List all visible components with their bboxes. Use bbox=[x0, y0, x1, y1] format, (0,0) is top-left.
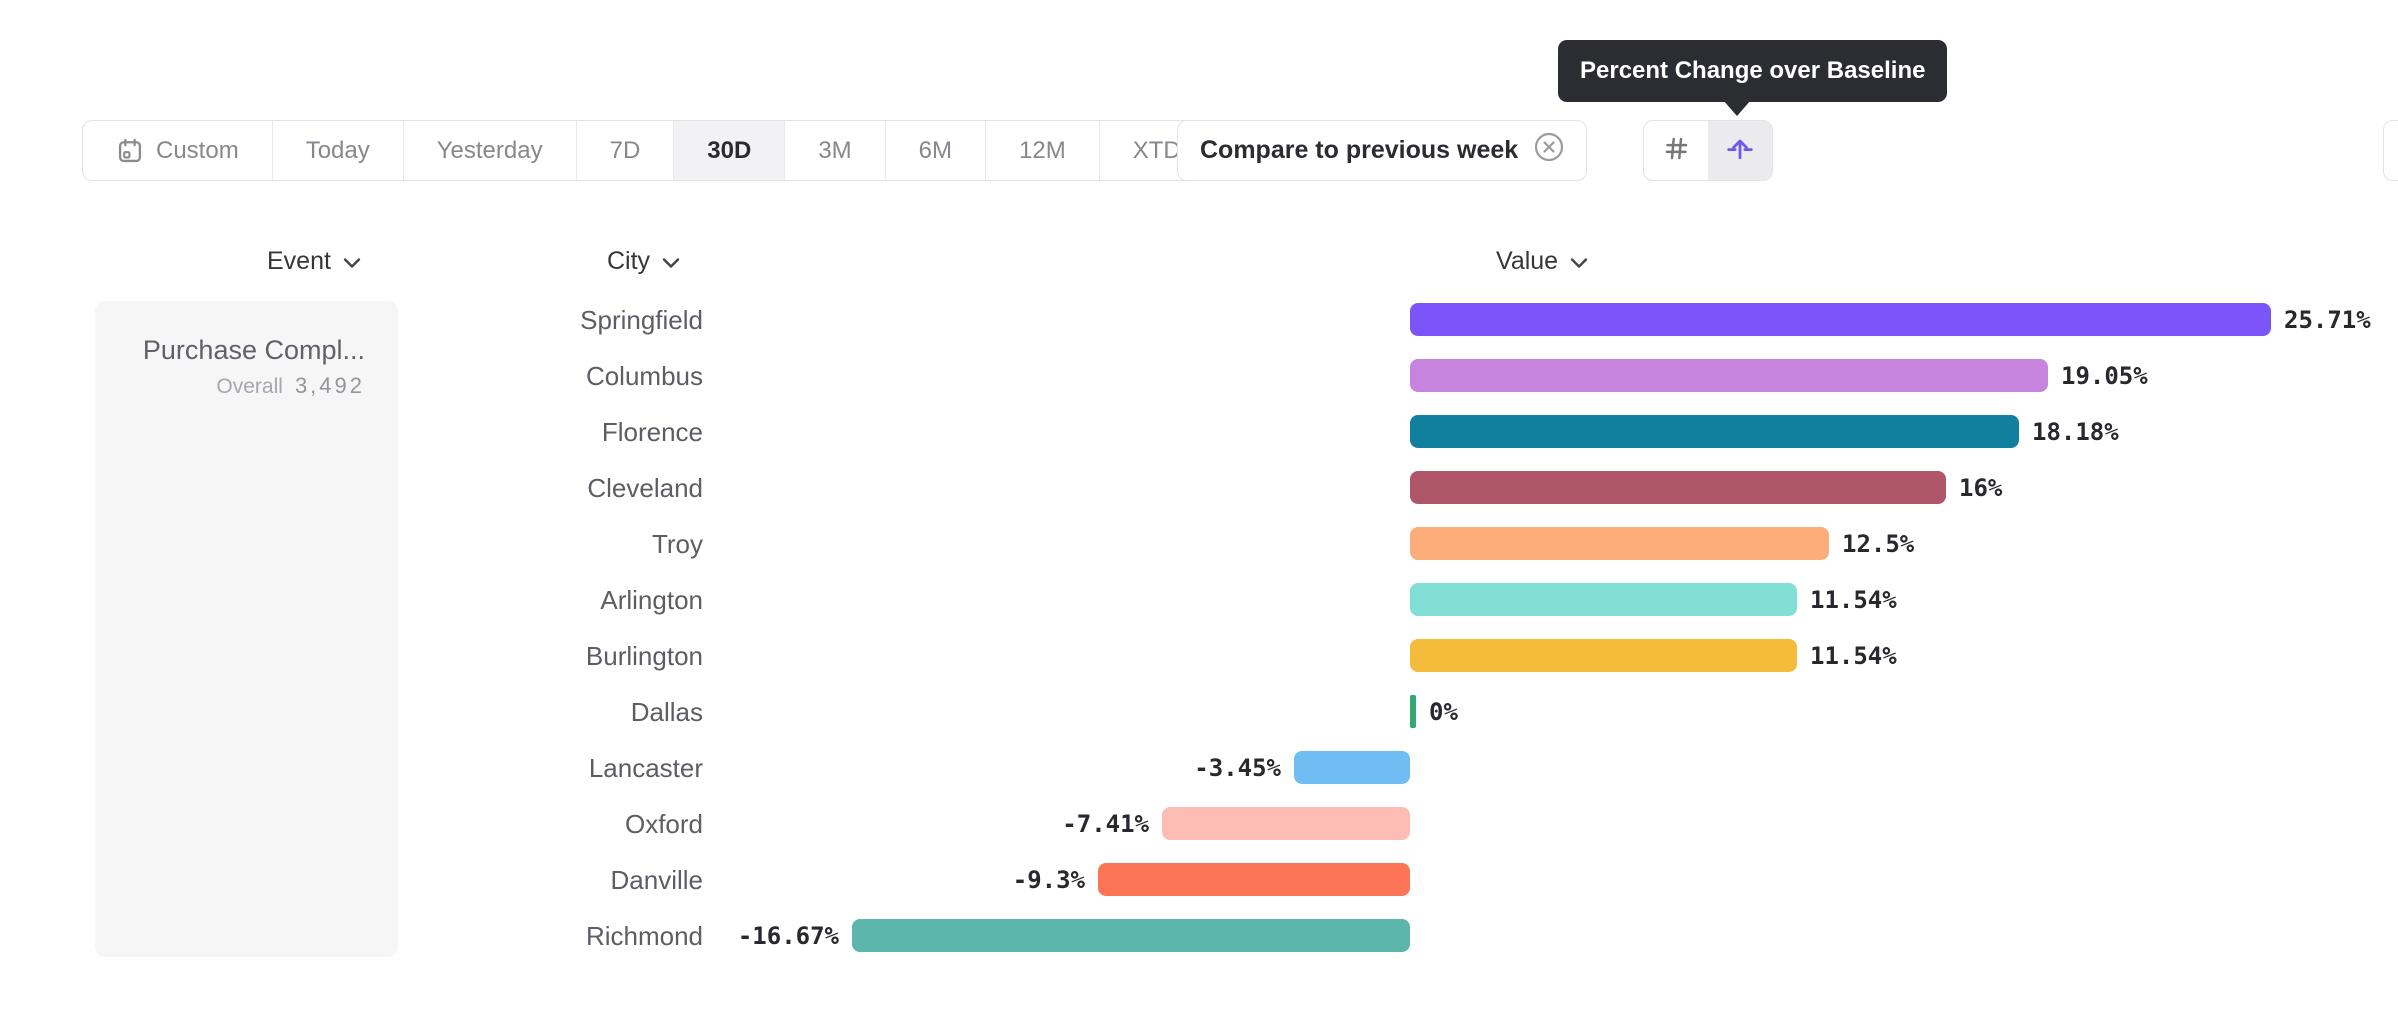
date-range-yesterday[interactable]: Yesterday bbox=[402, 121, 576, 180]
bar-danville[interactable] bbox=[1098, 863, 1410, 896]
event-title: Purchase Compl... bbox=[142, 335, 365, 365]
city-label: Lancaster bbox=[588, 753, 703, 783]
date-range-label: 7D bbox=[609, 136, 641, 164]
date-range-label: 12M bbox=[1019, 136, 1066, 164]
event-card[interactable]: Purchase Compl... Overall 3,492 bbox=[95, 301, 398, 957]
city-label: Oxford bbox=[624, 809, 703, 839]
date-range-label: Today bbox=[305, 136, 370, 164]
bar-burlington[interactable] bbox=[1410, 639, 1797, 672]
bar-value-label: -3.45% bbox=[1194, 754, 1281, 782]
bar-troy[interactable] bbox=[1410, 527, 1829, 560]
event-overall: Overall 3,492 bbox=[143, 373, 365, 399]
bar-value-label: -7.41% bbox=[1062, 810, 1149, 838]
column-header-value[interactable]: Value bbox=[1496, 247, 1588, 276]
chevron-down-icon bbox=[1570, 247, 1588, 276]
city-label: Arlington bbox=[600, 585, 703, 615]
column-header-city-label: City bbox=[607, 247, 651, 275]
tooltip: Percent Change over Baseline bbox=[1558, 40, 1948, 102]
date-range-12m[interactable]: 12M bbox=[985, 121, 1099, 180]
column-header-event-label: Event bbox=[267, 247, 331, 275]
close-circle-icon[interactable] bbox=[1534, 132, 1564, 169]
date-range-group: Custom Today Yesterday 7D 30D 3M 6M 12M XTD bbox=[82, 120, 1244, 181]
city-label: Florence bbox=[601, 417, 703, 447]
bar-springfield[interactable] bbox=[1410, 303, 2271, 336]
bar-value-label: 18.18% bbox=[2032, 418, 2119, 446]
bar-richmond[interactable] bbox=[852, 919, 1410, 952]
tooltip-text: Percent Change over Baseline bbox=[1580, 57, 1926, 84]
overall-label: Overall bbox=[216, 375, 283, 398]
date-range-label: Yesterday bbox=[436, 136, 543, 164]
city-label: Springfield bbox=[580, 305, 703, 335]
bar-dallas[interactable] bbox=[1410, 695, 1416, 728]
date-range-custom[interactable]: Custom bbox=[83, 121, 272, 180]
chevron-down-icon bbox=[662, 247, 680, 276]
cut-off-right-edge-button[interactable] bbox=[2383, 120, 2398, 181]
bar-oxford[interactable] bbox=[1162, 807, 1410, 840]
city-label: Richmond bbox=[585, 921, 703, 951]
date-range-label: XTD bbox=[1132, 136, 1181, 164]
bar-cleveland[interactable] bbox=[1410, 471, 1946, 504]
city-label: Dallas bbox=[630, 697, 703, 727]
chevron-down-icon bbox=[343, 247, 361, 276]
date-range-label: 6M bbox=[918, 136, 952, 164]
tooltip-arrow bbox=[1723, 100, 1751, 116]
date-range-3m[interactable]: 3M bbox=[784, 121, 884, 180]
bar-value-label: 19.05% bbox=[2061, 362, 2148, 390]
column-header-value-label: Value bbox=[1496, 247, 1559, 275]
calendar-icon bbox=[116, 137, 144, 165]
date-range-7d[interactable]: 7D bbox=[575, 121, 674, 180]
chart-view-toggle-group bbox=[1643, 120, 1773, 181]
date-range-label: 30D bbox=[707, 136, 752, 164]
date-range-6m[interactable]: 6M bbox=[884, 121, 985, 180]
city-label: Columbus bbox=[585, 361, 703, 391]
bar-value-label: -16.67% bbox=[737, 922, 839, 950]
bar-columbus[interactable] bbox=[1410, 359, 2048, 392]
city-label: Burlington bbox=[585, 641, 703, 671]
bar-value-label: 11.54% bbox=[1810, 642, 1897, 670]
date-range-xtd[interactable]: XTD bbox=[1098, 121, 1243, 180]
bar-lancaster[interactable] bbox=[1294, 751, 1410, 784]
date-range-today[interactable]: Today bbox=[271, 121, 403, 180]
compare-label: Compare to previous week bbox=[1200, 136, 1519, 164]
grid-view-button[interactable] bbox=[1644, 121, 1708, 180]
baseline-arrow-icon bbox=[1726, 134, 1754, 167]
compare-to-previous-week-button[interactable]: Compare to previous week bbox=[1177, 120, 1588, 181]
bar-value-label: 0% bbox=[1429, 698, 1458, 726]
overall-value: 3,492 bbox=[294, 373, 365, 398]
date-range-30d[interactable]: 30D bbox=[673, 121, 785, 180]
grid-icon bbox=[1663, 135, 1690, 167]
bar-value-label: -9.3% bbox=[1012, 866, 1085, 894]
city-label: Troy bbox=[651, 529, 703, 559]
bar-value-label: 12.5% bbox=[1842, 530, 1915, 558]
column-header-event[interactable]: Event bbox=[267, 247, 361, 276]
bar-value-label: 16% bbox=[1959, 474, 2003, 502]
bar-value-label: 11.54% bbox=[1810, 586, 1897, 614]
bar-florence[interactable] bbox=[1410, 415, 2019, 448]
event-card-text: Purchase Compl... Overall 3,492 bbox=[143, 331, 365, 399]
bar-arlington[interactable] bbox=[1410, 583, 1797, 616]
date-range-label: 3M bbox=[818, 136, 852, 164]
city-label: Danville bbox=[610, 865, 704, 895]
date-range-label: Custom bbox=[156, 136, 239, 164]
bar-value-label: 25.71% bbox=[2284, 306, 2371, 334]
column-header-city[interactable]: City bbox=[607, 247, 680, 276]
percent-change-over-baseline-button[interactable] bbox=[1708, 121, 1772, 180]
city-label: Cleveland bbox=[587, 473, 703, 503]
